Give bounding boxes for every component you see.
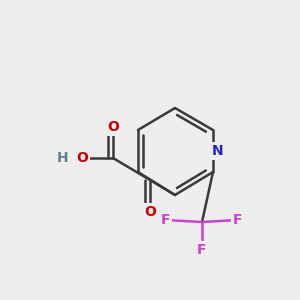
- Text: O: O: [76, 151, 88, 165]
- Text: O: O: [107, 120, 119, 134]
- Text: F: F: [233, 213, 243, 227]
- Text: O: O: [144, 205, 156, 219]
- Text: F: F: [197, 243, 207, 257]
- Text: H: H: [57, 151, 69, 165]
- Text: F: F: [160, 213, 170, 227]
- Text: N: N: [212, 144, 224, 158]
